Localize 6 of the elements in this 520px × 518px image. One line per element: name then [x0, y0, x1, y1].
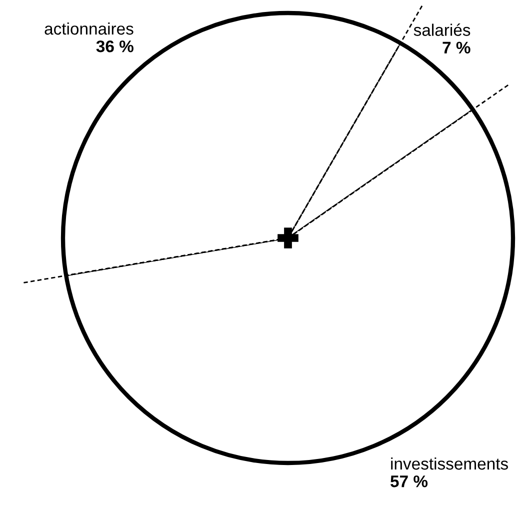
data-label: 36 % [96, 40, 134, 52]
slice-label: salariés [414, 24, 470, 36]
data-label: 7 % [442, 42, 470, 54]
data-label: 57 % [390, 475, 428, 488]
slice-label: investissements [391, 457, 508, 470]
slice-label: actionnaires [44, 22, 134, 35]
